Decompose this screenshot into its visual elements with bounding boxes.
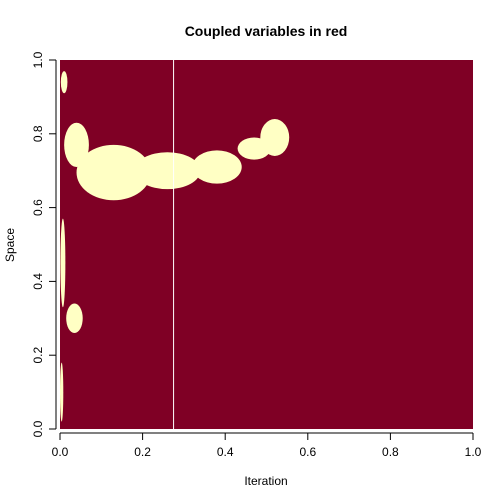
plot-area <box>60 60 473 429</box>
y-tick-label: 0.0 <box>31 420 45 437</box>
uncoupled-region-4 <box>260 119 290 156</box>
x-tick-label: 1.0 <box>465 445 482 459</box>
uncoupled-region-1 <box>134 152 201 190</box>
y-tick-label: 0.8 <box>31 125 45 142</box>
coupled-region <box>60 60 473 429</box>
uncoupled-region-5 <box>64 122 89 168</box>
y-axis-label: Space <box>3 228 17 262</box>
y-tick-label: 0.2 <box>31 347 45 364</box>
y-tick-label: 0.6 <box>31 199 45 216</box>
x-tick-label: 0.4 <box>217 445 234 459</box>
x-tick-label: 0.6 <box>299 445 316 459</box>
uncoupled-region-0 <box>76 144 151 201</box>
x-axis-label: Iteration <box>244 474 287 488</box>
uncoupled-region-6 <box>66 303 83 334</box>
uncoupled-region-7 <box>60 71 68 94</box>
chart-title: Coupled variables in red <box>185 23 348 39</box>
y-tick-label: 1.0 <box>31 51 45 68</box>
uncoupled-region-9 <box>60 362 64 422</box>
y-tick-label: 0.4 <box>31 273 45 290</box>
x-tick-label: 0.0 <box>52 445 69 459</box>
uncoupled-region-2 <box>192 150 242 184</box>
uncoupled-region-8 <box>60 218 66 308</box>
axis-ticks: 0.0 0.2 0.4 0.6 0.8 1.0 0.0 0.2 0.4 0.6 0.8 1.0 <box>31 51 482 459</box>
x-tick-label: 0.8 <box>382 445 399 459</box>
x-tick-label: 0.2 <box>134 445 151 459</box>
